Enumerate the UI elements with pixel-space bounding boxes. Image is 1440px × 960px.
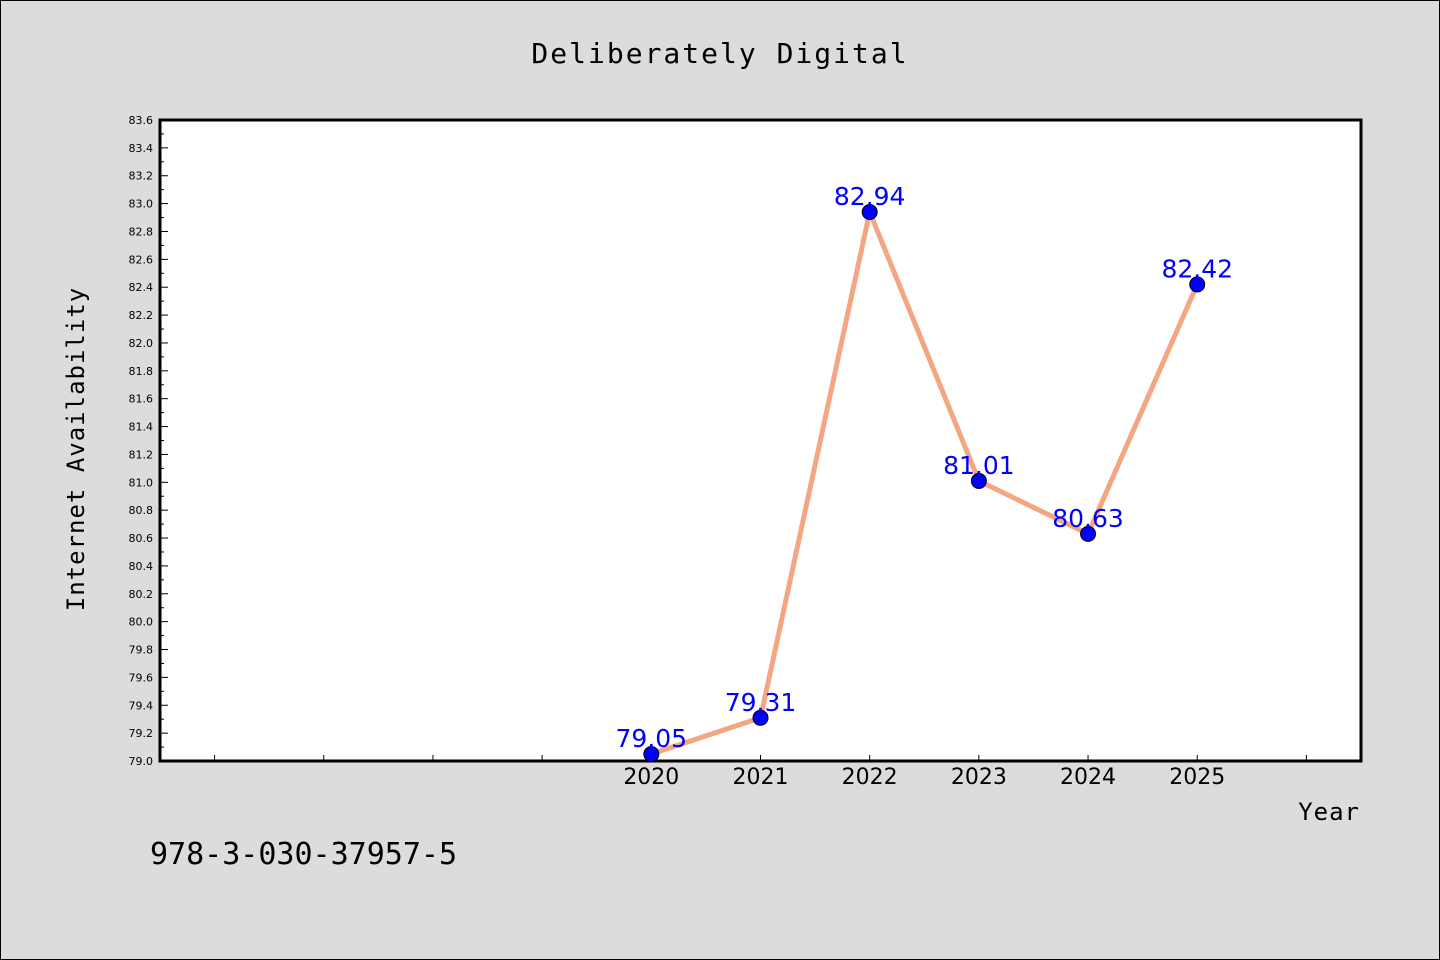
y-tick-label: 79.6	[129, 671, 154, 684]
x-tick-label: 2020	[623, 765, 679, 790]
y-tick-label: 82.8	[129, 225, 154, 238]
y-tick-label: 80.4	[129, 560, 154, 573]
x-tick-label: 2022	[842, 765, 898, 790]
series-line-group	[648, 209, 1200, 757]
data-point	[643, 746, 660, 763]
y-tick-label: 81.2	[129, 448, 154, 461]
x-axis-ticks: 2020 2021 2022 2023 2024 2025	[214, 755, 1307, 790]
y-tick-label: 80.0	[129, 616, 154, 629]
y-tick-label: 80.8	[129, 504, 154, 517]
y-tick-label: 81.0	[129, 476, 154, 489]
y-tick-label: 79.0	[129, 755, 154, 768]
x-axis-label: Year	[1298, 798, 1360, 826]
y-tick-label: 79.4	[129, 699, 154, 712]
data-point	[1080, 525, 1097, 542]
y-axis-label: Internet Availability	[62, 287, 90, 611]
y-tick-label: 79.2	[129, 727, 154, 740]
y-tick-label: 83.6	[129, 114, 154, 127]
data-label: 82.42	[1161, 254, 1233, 283]
plot-area	[158, 118, 1363, 763]
y-tick-label: 82.2	[129, 309, 154, 322]
data-label: 79.05	[616, 724, 688, 753]
x-tick-label: 2025	[1169, 765, 1225, 790]
y-axis-ticks: 79.0 79.2 79.4 79.6 79.8 80.0 80.2 80.4 80.6 80.8…	[129, 114, 168, 768]
y-tick-label: 83.4	[129, 142, 154, 155]
data-point	[752, 709, 769, 726]
x-tick-label: 2023	[951, 765, 1007, 790]
x-tick-label: 2021	[733, 765, 789, 790]
y-tick-label: 83.2	[129, 170, 154, 183]
data-label: 82.94	[834, 182, 906, 211]
y-tick-label: 82.6	[129, 253, 154, 266]
y-tick-label: 80.6	[129, 532, 154, 545]
y-tick-label: 82.4	[129, 281, 154, 294]
y-tick-label: 80.2	[129, 588, 154, 601]
y-tick-label: 79.8	[129, 644, 154, 657]
y-tick-label: 81.6	[129, 393, 154, 406]
chart-title: Deliberately Digital	[531, 37, 908, 70]
y-tick-label: 81.8	[129, 365, 154, 378]
data-label: 81.01	[943, 451, 1015, 480]
isbn-footer: 978-3-030-37957-5	[150, 837, 457, 872]
data-point	[861, 203, 878, 220]
data-label: 80.63	[1052, 504, 1124, 533]
data-labels: 79.05 79.31 82.94 81.01 80.63 82.42	[616, 182, 1233, 753]
x-tick-label: 2024	[1060, 765, 1116, 790]
data-label: 79.31	[725, 688, 797, 717]
data-point	[1189, 276, 1206, 293]
series-line	[648, 209, 1200, 757]
y-tick-label: 82.0	[129, 337, 154, 350]
data-point	[970, 472, 987, 489]
y-tick-label: 83.0	[129, 198, 154, 211]
y-tick-label: 81.4	[129, 421, 154, 434]
series-markers	[643, 203, 1206, 763]
